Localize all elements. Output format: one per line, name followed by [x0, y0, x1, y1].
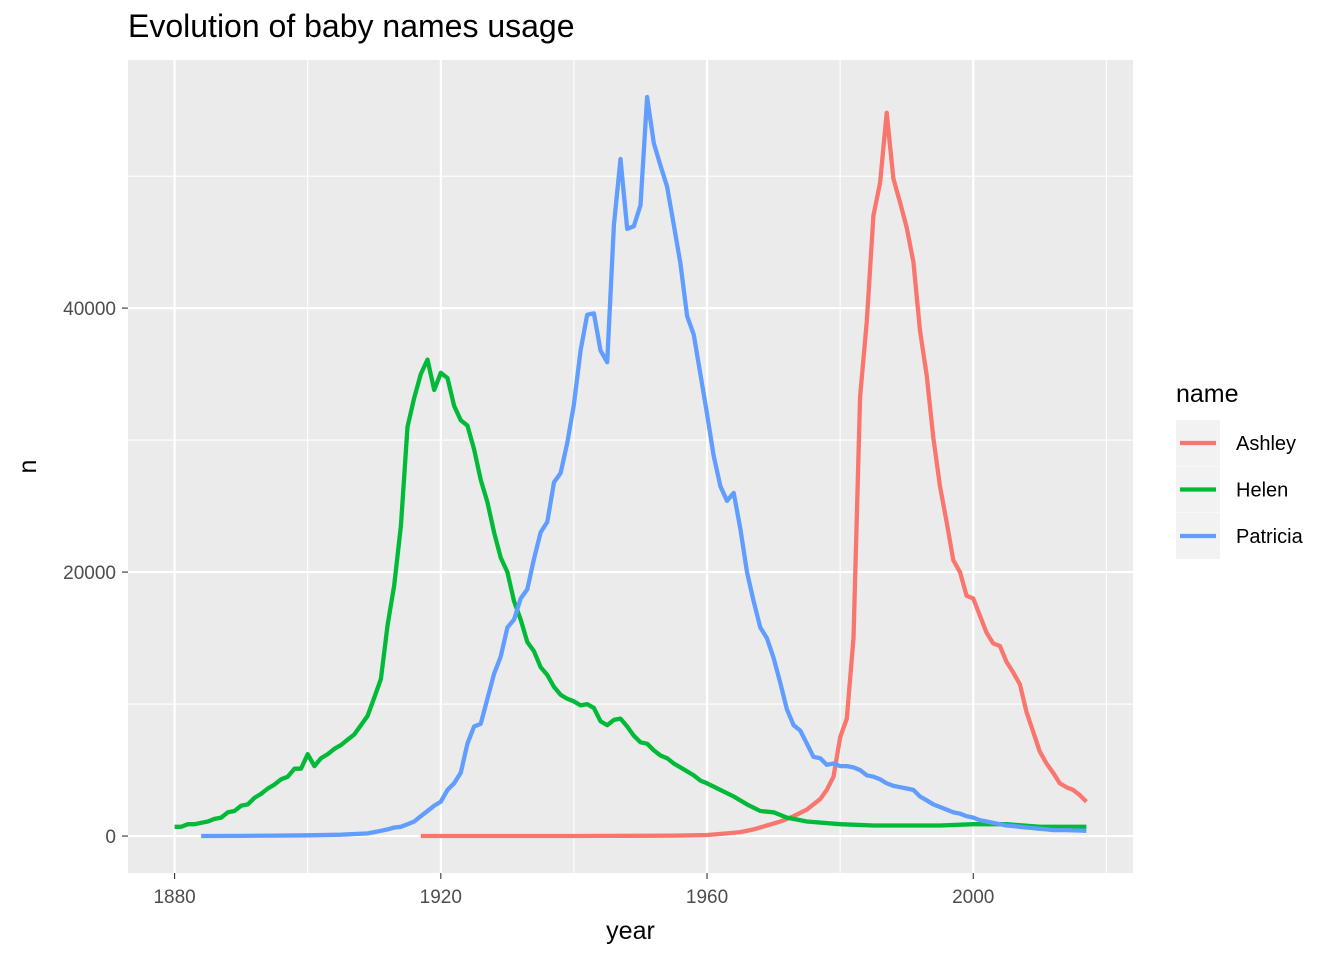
- legend-label-helen: Helen: [1236, 480, 1288, 502]
- y-axis-label: n: [14, 460, 42, 474]
- legend-label-patricia: Patricia: [1236, 526, 1304, 548]
- y-tick-label: 40000: [63, 299, 116, 320]
- x-tick-label: 1880: [153, 887, 195, 908]
- legend-title: name: [1176, 380, 1239, 408]
- x-axis-label: year: [606, 917, 655, 945]
- x-tick-label: 2000: [952, 887, 994, 908]
- legend: name Ashley Helen Patricia: [1176, 380, 1304, 559]
- series-lines: [174, 94, 1088, 839]
- x-tick-label: 1920: [420, 887, 462, 908]
- y-tick-label: 0: [105, 827, 116, 848]
- chart-title: Evolution of baby names usage: [128, 8, 575, 44]
- series-line-helen: [174, 357, 1087, 829]
- x-axis-ticks: 1880 1920 1960 2000: [153, 873, 994, 908]
- x-tick-label: 1960: [686, 887, 728, 908]
- series-line-patricia: [201, 94, 1087, 839]
- series-line-ashley: [420, 110, 1088, 839]
- y-tick-label: 20000: [63, 563, 116, 584]
- y-axis-ticks: 0 20000 40000: [63, 299, 128, 848]
- legend-label-ashley: Ashley: [1236, 433, 1296, 455]
- plot-panel: [128, 60, 1133, 873]
